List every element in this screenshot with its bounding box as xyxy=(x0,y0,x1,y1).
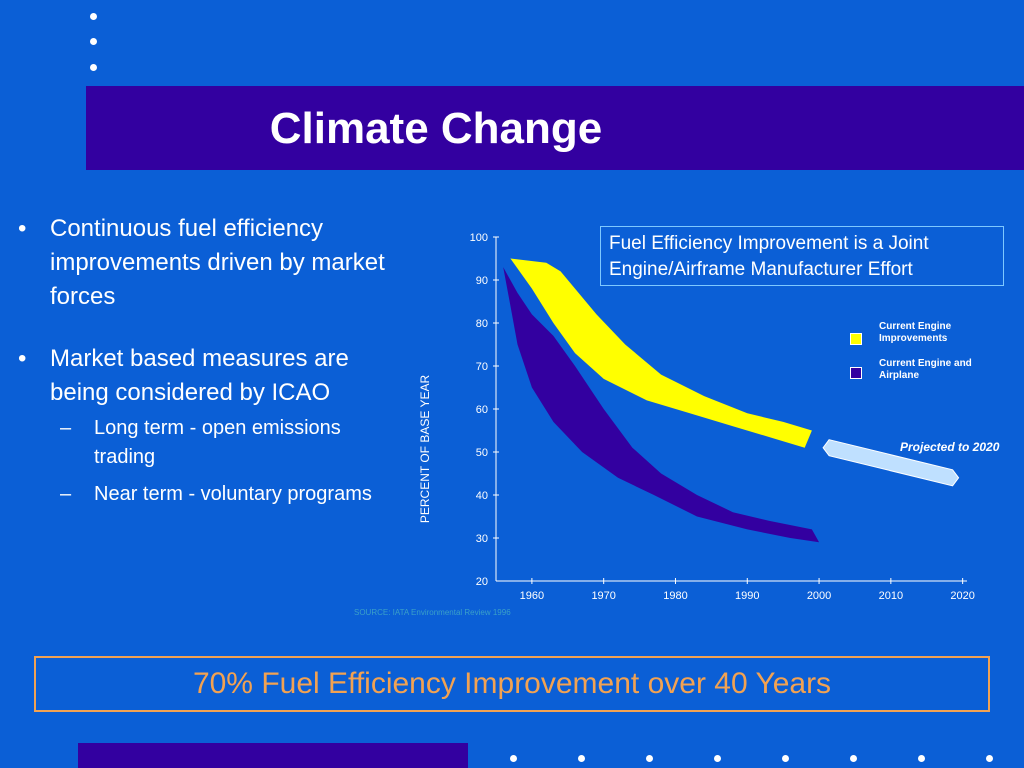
bullet-item: • Market based measures are being consid… xyxy=(18,342,398,410)
x-tick-label: 1970 xyxy=(591,590,615,602)
decorative-dot xyxy=(578,755,585,762)
sub-bullet-text: Long term - open emissions trading xyxy=(94,417,341,468)
y-tick-label: 50 xyxy=(476,447,488,459)
sub-bullet-mark: – xyxy=(60,417,72,439)
sub-bullet-text: Near term - voluntary programs xyxy=(94,483,372,505)
y-tick-label: 30 xyxy=(476,533,488,545)
decorative-dot xyxy=(850,755,857,762)
x-tick-label: 2000 xyxy=(807,590,831,602)
x-tick-label: 2020 xyxy=(950,590,974,602)
projection-arrow xyxy=(822,439,960,487)
projection-label: Projected to 2020 xyxy=(900,440,1000,454)
sub-bullet-item: – Near term - voluntary programs xyxy=(18,480,398,509)
bullet-item: • Continuous fuel efficiency improvement… xyxy=(18,212,398,314)
legend-swatch-purple xyxy=(850,367,862,379)
decorative-dot xyxy=(918,755,925,762)
bullet-mark: • xyxy=(18,215,27,242)
y-tick-label: 20 xyxy=(476,576,488,588)
legend-label: Current Engine and Airplane xyxy=(879,358,972,381)
sub-bullet-item: – Long term - open emissions trading xyxy=(18,414,398,472)
summary-box: 70% Fuel Efficiency Improvement over 40 … xyxy=(34,656,990,712)
decorative-dot xyxy=(714,755,721,762)
band-engine-improvements xyxy=(510,258,812,448)
decorative-dot xyxy=(90,38,97,45)
x-tick-label: 1960 xyxy=(520,590,544,602)
sub-bullet-mark: – xyxy=(60,483,72,505)
y-tick-label: 70 xyxy=(476,361,488,373)
y-axis-label: PERCENT OF BASE YEAR xyxy=(418,375,432,524)
bullet-text: Continuous fuel efficiency improvements … xyxy=(50,215,385,310)
y-tick-label: 60 xyxy=(476,404,488,416)
bullet-mark: • xyxy=(18,345,27,372)
y-tick-label: 80 xyxy=(476,318,488,330)
legend-swatch-yellow xyxy=(850,333,862,345)
decorative-dot xyxy=(90,13,97,20)
band-engine-and-airplane xyxy=(503,267,820,543)
bullet-text: Market based measures are being consider… xyxy=(50,345,349,406)
decorative-dot xyxy=(646,755,653,762)
x-tick-label: 1990 xyxy=(735,590,759,602)
bullet-list: • Continuous fuel efficiency improvement… xyxy=(18,212,398,517)
decorative-dot xyxy=(510,755,517,762)
title-bar xyxy=(86,86,1024,170)
source-note: SOURCE: IATA Environmental Review 1996 xyxy=(354,608,511,617)
y-tick-label: 100 xyxy=(470,232,488,244)
decorative-dot xyxy=(782,755,789,762)
decorative-dot xyxy=(986,755,993,762)
x-tick-label: 1980 xyxy=(663,590,687,602)
x-tick-label: 2010 xyxy=(879,590,903,602)
y-tick-label: 40 xyxy=(476,490,488,502)
bottom-bar xyxy=(78,743,468,768)
legend-label: Current Engine Improvements xyxy=(879,321,952,344)
slide-title: Climate Change xyxy=(269,104,603,153)
y-tick-label: 90 xyxy=(476,275,488,287)
callout-box: Fuel Efficiency Improvement is a Joint E… xyxy=(600,226,1004,286)
decorative-dot xyxy=(90,64,97,71)
